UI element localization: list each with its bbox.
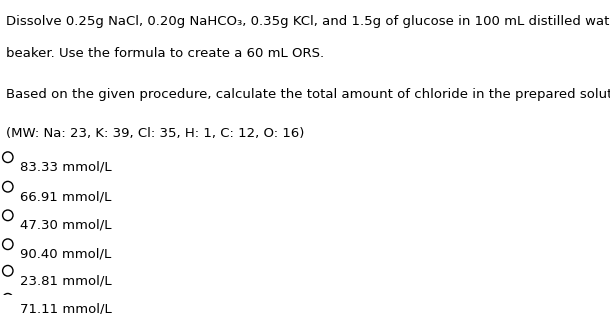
Text: 47.30 mmol/L: 47.30 mmol/L [20, 219, 112, 232]
Text: 90.40 mmol/L: 90.40 mmol/L [20, 248, 112, 261]
Text: 66.91 mmol/L: 66.91 mmol/L [20, 190, 112, 203]
Text: 83.33 mmol/L: 83.33 mmol/L [20, 161, 112, 174]
Text: Based on the given procedure, calculate the total amount of chloride in the prep: Based on the given procedure, calculate … [5, 89, 610, 101]
Text: beaker. Use the formula to create a 60 mL ORS.: beaker. Use the formula to create a 60 m… [5, 47, 324, 60]
Text: 23.81 mmol/L: 23.81 mmol/L [20, 274, 112, 287]
Text: (MW: Na: 23, K: 39, Cl: 35, H: 1, C: 12, O: 16): (MW: Na: 23, K: 39, Cl: 35, H: 1, C: 12,… [5, 127, 304, 140]
Text: Dissolve 0.25g NaCl, 0.20g NaHCO₃, 0.35g KCl, and 1.5g of glucose in 100 mL dist: Dissolve 0.25g NaCl, 0.20g NaHCO₃, 0.35g… [5, 15, 610, 28]
Text: 71.11 mmol/L: 71.11 mmol/L [20, 302, 112, 314]
